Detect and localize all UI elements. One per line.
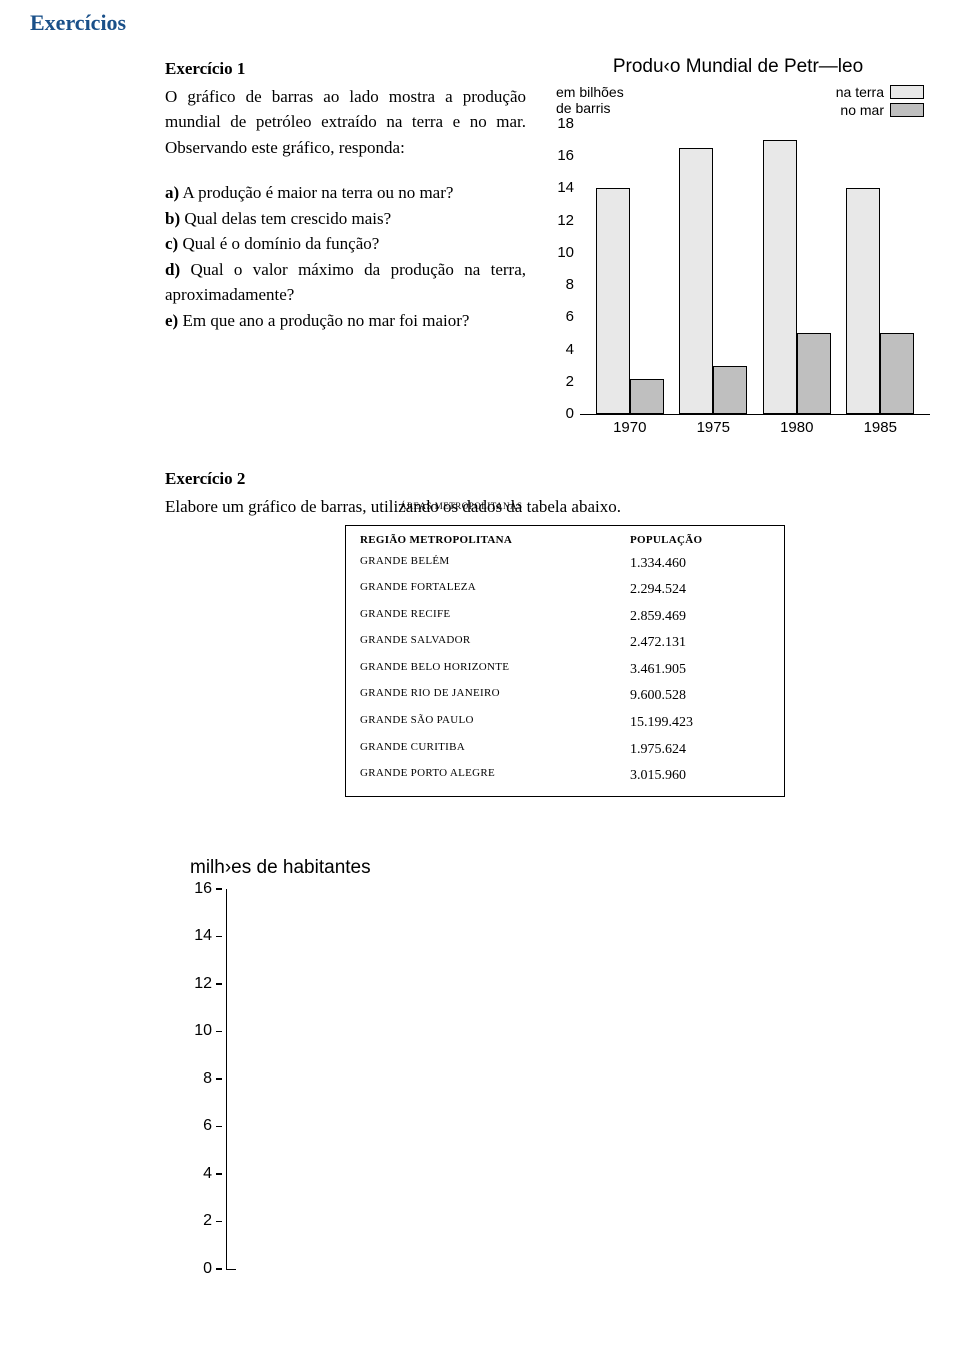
bar-group	[762, 140, 832, 414]
qc-label: c)	[165, 234, 178, 253]
bar-group	[678, 148, 748, 414]
table-row: GRANDE CURITIBA1.975.624	[360, 737, 770, 764]
qe-label: e)	[165, 311, 178, 330]
chart2-plot	[226, 889, 228, 1269]
bar-group	[595, 188, 665, 414]
cell-regiao: GRANDE RECIFE	[360, 604, 630, 631]
cell-populacao: 15.199.423	[630, 710, 693, 737]
cell-regiao: GRANDE CURITIBA	[360, 737, 630, 764]
table-row: GRANDE FORTALEZA2.294.524	[360, 577, 770, 604]
cell-populacao: 2.859.469	[630, 604, 686, 631]
chart2-baseline-row	[226, 1269, 930, 1270]
cell-regiao: GRANDE SALVADOR	[360, 630, 630, 657]
qb-text: Qual delas tem crescido mais?	[184, 209, 391, 228]
ex2-intro: Elabore um gráfico de barras, utilizando…	[165, 494, 621, 520]
chart1-header: em bilhões de barris na terra no mar	[546, 84, 930, 124]
legend-terra-swatch	[890, 85, 924, 99]
table-header: REGIÃO METROPOLITANA POPULAÇÃO	[360, 532, 770, 549]
chart1-xlabel: 1980	[762, 419, 832, 436]
cell-populacao: 3.461.905	[630, 657, 686, 684]
qb-label: b)	[165, 209, 180, 228]
ex2-intro-text: Elabore um gráfico de barras, utilizando…	[165, 497, 621, 516]
cell-populacao: 2.472.131	[630, 630, 686, 657]
bar-mar	[880, 333, 914, 414]
bar-mar	[630, 379, 664, 414]
table-row: GRANDE BELÉM1.334.460	[360, 551, 770, 578]
cell-populacao: 1.975.624	[630, 737, 686, 764]
cell-populacao: 9.600.528	[630, 683, 686, 710]
table-rows: GRANDE BELÉM1.334.460GRANDE FORTALEZA2.2…	[360, 551, 770, 790]
chart2-yaxis: 1614121086420	[190, 889, 226, 1269]
exercise-1-text: Exercício 1 O gráfico de barras ao lado …	[30, 56, 526, 436]
chart1-legend: na terra no mar	[836, 84, 924, 120]
table-row: GRANDE RECIFE2.859.469	[360, 604, 770, 631]
ex2-title: Exercício 2	[165, 466, 930, 492]
cell-regiao: GRANDE RIO DE JANEIRO	[360, 683, 630, 710]
exercise-2-section: Exercício 2 Elabore um gráfico de barras…	[30, 466, 930, 797]
chart1-xlabel: 1975	[678, 419, 748, 436]
cell-regiao: GRANDE FORTALEZA	[360, 577, 630, 604]
cell-populacao: 3.015.960	[630, 763, 686, 790]
bar-mar	[713, 366, 747, 414]
table-row: GRANDE BELO HORIZONTE3.461.905	[360, 657, 770, 684]
population-table: REGIÃO METROPOLITANA POPULAÇÃO GRANDE BE…	[345, 525, 785, 797]
chart1-bars	[580, 124, 930, 414]
chart2-section: milh›es de habitantes 1614121086420	[30, 857, 930, 1270]
ex1-title: Exercício 1	[165, 56, 526, 82]
legend-mar-swatch	[890, 103, 924, 117]
chart1-xlabel: 1970	[595, 419, 665, 436]
chart1-xaxis-wrap: 1970 1975 1980 1985	[580, 415, 930, 436]
chart2-title: milh›es de habitantes	[190, 857, 930, 879]
bar-terra	[679, 148, 713, 414]
chart2-baseline	[226, 1269, 236, 1270]
chart1-title: Produ‹o Mundial de Petr—leo	[546, 56, 930, 78]
chart1-xlabels: 1970 1975 1980 1985	[580, 415, 930, 436]
chart1-area: 181614121086420	[546, 124, 930, 415]
legend-mar: no mar	[836, 102, 924, 118]
qc-text: Qual é o domínio da função?	[182, 234, 379, 253]
chart1-container: Produ‹o Mundial de Petr—leo em bilhões d…	[546, 56, 930, 436]
bar-terra	[846, 188, 880, 414]
cell-regiao: GRANDE SÃO PAULO	[360, 710, 630, 737]
cell-regiao: GRANDE PORTO ALEGRE	[360, 763, 630, 790]
cell-populacao: 1.334.460	[630, 551, 686, 578]
cell-regiao: GRANDE BELO HORIZONTE	[360, 657, 630, 684]
bar-terra	[763, 140, 797, 414]
chart2-area: 1614121086420	[190, 889, 930, 1269]
chart1-plot	[580, 124, 930, 415]
table-row: GRANDE SALVADOR2.472.131	[360, 630, 770, 657]
bar-group	[845, 188, 915, 414]
th-regiao: REGIÃO METROPOLITANA	[360, 532, 630, 549]
ex1-questions: a) A produção é maior na terra ou no mar…	[165, 180, 526, 333]
chart1-xlabel: 1985	[845, 419, 915, 436]
table-row: GRANDE SÃO PAULO15.199.423	[360, 710, 770, 737]
legend-terra: na terra	[836, 84, 924, 100]
chart1-yaxis: 181614121086420	[546, 124, 580, 414]
bar-mar	[797, 333, 831, 414]
areas-overlay: ÁREAS METROPOLITANAS	[400, 500, 523, 514]
top-section: Exercício 1 O gráfico de barras ao lado …	[30, 56, 930, 436]
qd-label: d)	[165, 260, 180, 279]
legend-terra-label: na terra	[836, 84, 884, 100]
table-row: GRANDE PORTO ALEGRE3.015.960	[360, 763, 770, 790]
cell-populacao: 2.294.524	[630, 577, 686, 604]
qa-text: A produção é maior na terra ou no mar?	[182, 183, 453, 202]
cell-regiao: GRANDE BELÉM	[360, 551, 630, 578]
table-row: GRANDE RIO DE JANEIRO9.600.528	[360, 683, 770, 710]
ex1-intro: O gráfico de barras ao lado mostra a pro…	[165, 84, 526, 161]
bar-terra	[596, 188, 630, 414]
page-header: Exercícios	[30, 10, 930, 36]
qe-text: Em que ano a produção no mar foi maior?	[182, 311, 469, 330]
th-populacao: POPULAÇÃO	[630, 532, 702, 549]
qa-label: a)	[165, 183, 179, 202]
legend-mar-label: no mar	[840, 102, 884, 118]
qd-text: Qual o valor máximo da produção na terra…	[165, 260, 526, 305]
